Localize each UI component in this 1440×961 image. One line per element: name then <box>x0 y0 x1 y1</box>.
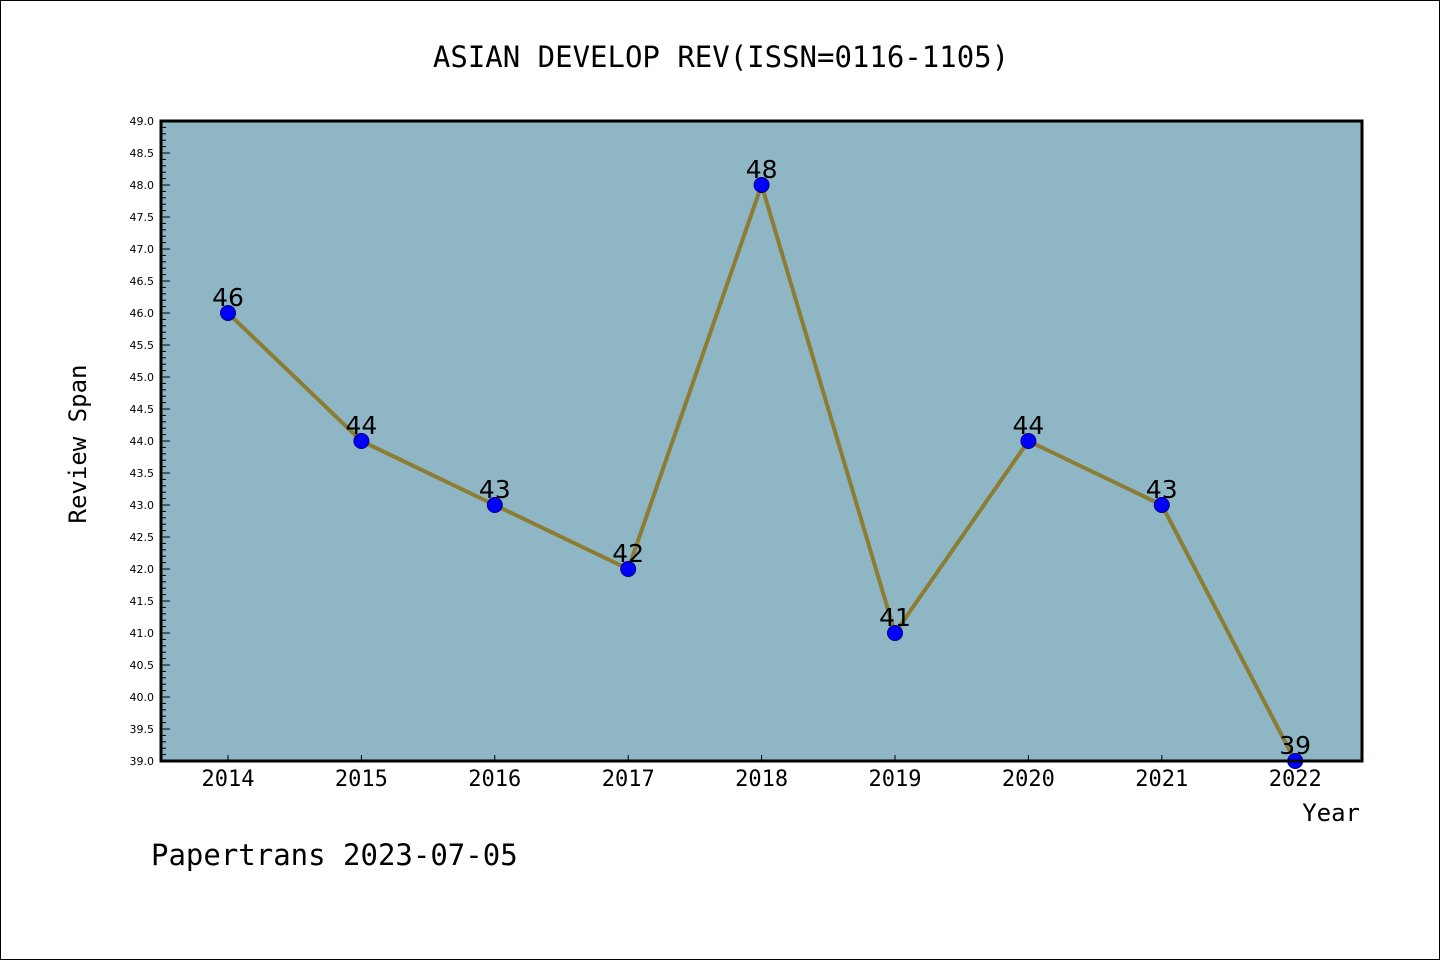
data-point <box>753 177 770 193</box>
x-tick-label: 2021 <box>1135 767 1188 792</box>
y-tick-label: 39.0 <box>130 755 155 768</box>
x-axis-ticks: 2014 2015 2016 2017 2018 2019 2020 2021 2022 <box>202 755 1322 792</box>
y-axis-label: Review Span <box>64 365 92 524</box>
x-tick-label: 2017 <box>602 767 655 792</box>
x-tick-label: 2014 <box>202 767 255 792</box>
data-point <box>620 561 637 577</box>
y-tick-label: 41.5 <box>130 595 155 608</box>
y-tick-label: 46.0 <box>130 307 155 320</box>
y-tick-label: 40.0 <box>130 691 155 704</box>
y-tick-label: 48.5 <box>130 147 155 160</box>
x-tick-label: 2019 <box>869 767 922 792</box>
x-tick-label: 2016 <box>468 767 521 792</box>
data-label: 46 <box>212 283 244 312</box>
y-tick-label: 45.5 <box>130 339 155 352</box>
y-tick-label: 39.5 <box>130 723 155 736</box>
data-point <box>887 625 903 641</box>
y-tick-label: 40.5 <box>130 659 155 672</box>
y-tick-label: 48.0 <box>130 179 155 192</box>
data-labels: 46 44 43 42 48 41 44 43 39 <box>212 155 1311 760</box>
y-tick-label: 44.0 <box>130 435 155 448</box>
y-tick-label: 42.5 <box>130 531 155 544</box>
data-point <box>353 433 370 449</box>
data-label: 44 <box>1012 411 1044 440</box>
y-tick-label: 47.0 <box>130 243 155 256</box>
data-point <box>1153 497 1170 513</box>
y-tick-label: 43.5 <box>130 467 155 480</box>
x-tick-label: 2022 <box>1269 767 1322 792</box>
x-tick-label: 2015 <box>335 767 388 792</box>
data-label: 42 <box>612 539 644 568</box>
chart-title: ASIAN DEVELOP REV(ISSN=0116-1105) <box>433 40 1009 74</box>
y-axis-ticks: 39.0 39.5 40.0 40.5 41.0 41.5 42.0 42.5 43.0 43.5… <box>130 115 170 768</box>
y-tick-label: 44.5 <box>130 403 155 416</box>
plot-area <box>161 121 1362 761</box>
y-tick-label: 46.5 <box>130 275 155 288</box>
x-tick-label: 2020 <box>1002 767 1055 792</box>
y-tick-label: 43.0 <box>130 499 155 512</box>
x-tick-label: 2018 <box>735 767 788 792</box>
data-label: 44 <box>345 411 377 440</box>
y-tick-label: 42.0 <box>130 563 155 576</box>
y-tick-label: 47.5 <box>130 211 155 224</box>
data-label: 48 <box>746 155 778 184</box>
y-tick-label: 49.0 <box>130 115 155 128</box>
plot-border <box>159 119 1364 763</box>
y-tick-label: 41.0 <box>130 627 155 640</box>
data-point <box>220 305 236 321</box>
data-label: 43 <box>1146 475 1178 504</box>
data-point <box>486 497 503 513</box>
y-tick-label: 45.0 <box>130 371 155 384</box>
footer-text: Papertrans 2023-07-05 <box>151 838 518 872</box>
data-label: 39 <box>1279 731 1311 760</box>
data-label: 43 <box>479 475 511 504</box>
data-label: 41 <box>879 603 911 632</box>
data-markers <box>220 177 1304 769</box>
data-point <box>1020 433 1037 449</box>
x-axis-label: Year <box>1302 799 1360 827</box>
